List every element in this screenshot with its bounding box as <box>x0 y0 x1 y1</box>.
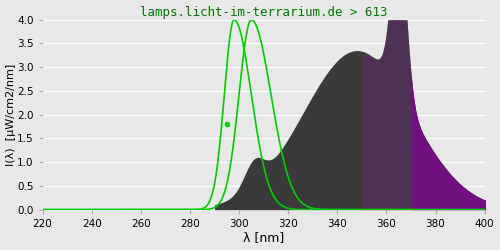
Y-axis label: I(λ)  [μW/cm2/nm]: I(λ) [μW/cm2/nm] <box>6 64 16 166</box>
X-axis label: λ [nm]: λ [nm] <box>243 232 284 244</box>
Title: lamps.licht-im-terrarium.de > 613: lamps.licht-im-terrarium.de > 613 <box>140 6 388 18</box>
